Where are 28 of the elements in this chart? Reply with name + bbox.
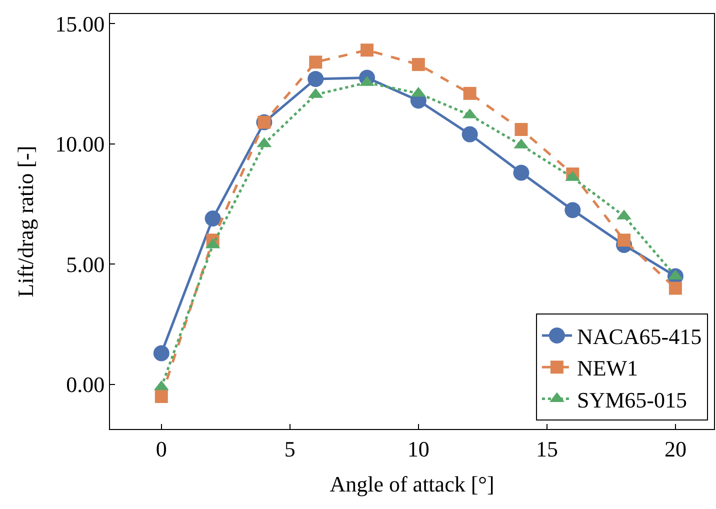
point xyxy=(412,58,425,72)
point xyxy=(308,70,324,87)
y-tick-label: 0.00 xyxy=(66,372,105,398)
point xyxy=(618,234,631,247)
point xyxy=(154,390,168,404)
point xyxy=(462,126,478,142)
point xyxy=(360,44,374,57)
point xyxy=(564,202,581,218)
x-tick-label: 15 xyxy=(536,436,558,462)
point xyxy=(513,164,530,181)
point xyxy=(463,86,476,100)
y-tick-label: 5.00 xyxy=(66,252,105,277)
x-tick-label: 10 xyxy=(407,436,430,462)
point xyxy=(153,345,170,362)
legend-label: NACA65-415 xyxy=(576,324,702,350)
x-axis-title: Angle of attack [°] xyxy=(330,471,494,496)
legend-label: SYM65-015 xyxy=(576,387,687,412)
x-tick-label: 5 xyxy=(284,436,296,462)
point xyxy=(204,210,221,226)
y-axis-title: Lift/drag ratio [-] xyxy=(12,146,38,298)
point xyxy=(514,122,528,136)
point xyxy=(309,56,322,69)
point xyxy=(668,282,682,295)
x-tick-label: 20 xyxy=(664,436,686,462)
y-tick-label: 10.00 xyxy=(55,132,105,157)
x-tick-label: 0 xyxy=(156,436,167,462)
legend-label: NEW1 xyxy=(576,356,638,381)
y-tick-label: 15.00 xyxy=(55,11,105,36)
